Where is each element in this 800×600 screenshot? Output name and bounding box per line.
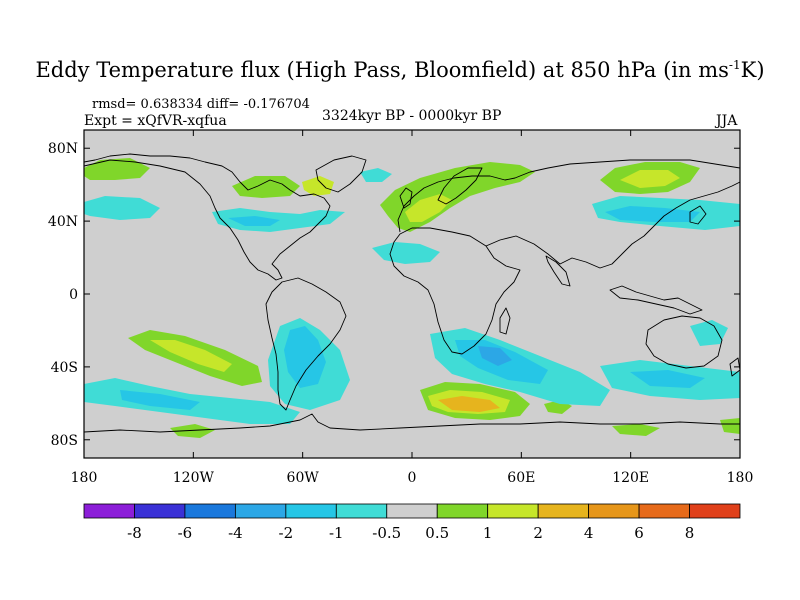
coastline-japan — [689, 205, 707, 225]
x-tick-label: 60W — [287, 470, 320, 486]
title-end: K) — [740, 58, 765, 82]
colorbar-label: 8 — [685, 524, 695, 542]
anomaly-south-pacific-negative-core — [120, 390, 200, 410]
coastline-north-america — [84, 153, 331, 281]
anomaly-med-negative — [372, 242, 440, 264]
chart-title: Eddy Temperature flux (High Pass, Bloomf… — [0, 58, 800, 82]
colorbar-boxes — [83, 503, 741, 519]
anomaly-antarctic-positive-west — [170, 424, 215, 438]
x-tick-label: 0 — [408, 470, 417, 486]
colorbar-label: -8 — [127, 524, 142, 542]
colorbar-label: 4 — [584, 524, 594, 542]
anomaly-hudson-core — [302, 176, 334, 196]
x-tick-label: 60E — [507, 470, 535, 486]
colorbar-box — [487, 503, 539, 519]
colorbar-box — [134, 503, 186, 519]
x-tick-label: 180 — [727, 470, 754, 486]
anomaly-hudson-positive — [232, 176, 300, 198]
colorbar-box — [335, 503, 388, 519]
coastline-asia — [485, 181, 740, 269]
coastline-india — [545, 255, 571, 287]
colorbar-label: 1 — [483, 524, 493, 542]
colorbar-box — [588, 503, 640, 519]
x-tick-label: 120W — [173, 470, 215, 486]
anomaly-antarctic-positive-far-east — [720, 418, 740, 434]
season-label: JJA — [716, 113, 738, 129]
coastline-europe — [397, 159, 740, 233]
colorbar-label: -1 — [329, 524, 344, 542]
anomaly-southern-ocean-core — [438, 396, 500, 412]
colorbar-label: -0.5 — [372, 524, 401, 542]
anomaly-alaska-positive — [84, 158, 150, 180]
y-tick-label: 80N — [48, 141, 78, 157]
coastline-africa — [389, 227, 521, 355]
colorbar-label: -6 — [178, 524, 193, 542]
colorbar-box — [689, 503, 741, 519]
colorbar-box — [638, 503, 690, 519]
coastline-madagascar — [499, 307, 511, 335]
experiment-label: Expt = xQfVR-xqfua — [84, 113, 227, 129]
anomaly-south-pacific-core — [150, 340, 232, 372]
anomaly-south-indian-deep — [478, 346, 512, 366]
x-tick-label: 120E — [612, 470, 649, 486]
colorbar-box — [436, 503, 489, 519]
coastline-new-zealand — [729, 357, 740, 377]
coastline-antarctica — [84, 413, 740, 433]
y-axis: 80N 40N 0 40S 80S — [48, 141, 740, 449]
anomaly-antarctic-positive-east — [612, 424, 660, 436]
anomaly-north-pacific-negative — [84, 196, 160, 220]
coastline-australia — [645, 315, 723, 369]
colorbar-box — [184, 503, 236, 519]
anomaly-south-east-pacific-core — [630, 370, 705, 388]
colorbar-label: 2 — [533, 524, 543, 542]
title-superscript: -1 — [728, 58, 741, 72]
colorbar-box — [83, 503, 135, 519]
coastline-greenland — [315, 155, 367, 193]
anomaly-tasman-negative — [690, 320, 728, 346]
anomaly-north-atlantic-negative-core — [228, 216, 280, 226]
coastline-southeast-asia — [609, 285, 703, 315]
colorbar-label: -4 — [228, 524, 243, 542]
title-main: Eddy Temperature flux (High Pass, Bloomf… — [35, 58, 729, 82]
colorbar-label: 0.5 — [425, 524, 449, 542]
colorbar-labels: -8 -6 -4 -2 -1 -0.5 0.5 1 2 4 6 8 — [127, 524, 694, 542]
anomaly-north-pacific-east-core — [605, 206, 700, 222]
anomaly-nw-atlantic-negative — [360, 168, 392, 182]
x-axis: 180 120W 60W 0 60E 120E 180 — [71, 130, 754, 486]
y-tick-label: 0 — [69, 287, 78, 303]
colorbar-label: -2 — [279, 524, 294, 542]
y-tick-label: 40N — [48, 214, 78, 230]
anomaly-siberia-core — [620, 170, 680, 188]
coastline-south-america — [265, 277, 347, 411]
period-label: 3324kyr BP - 0000kyr BP — [322, 108, 502, 124]
colorbar-box — [285, 503, 337, 519]
y-tick-label: 40S — [51, 360, 78, 376]
colorbar-box — [537, 503, 590, 519]
colorbar-label: 6 — [634, 524, 644, 542]
coastline-scandinavia — [437, 167, 483, 205]
y-tick-label: 80S — [51, 433, 78, 449]
coastlines — [84, 153, 740, 433]
colorbar-box — [386, 503, 438, 519]
anomaly-south-atlantic-core — [284, 326, 326, 388]
x-tick-label: 180 — [71, 470, 98, 486]
colorbar-box — [234, 503, 287, 519]
coastline-uk — [399, 187, 413, 209]
rmsd-label: rmsd= 0.638334 diff= -0.176704 — [92, 97, 310, 112]
